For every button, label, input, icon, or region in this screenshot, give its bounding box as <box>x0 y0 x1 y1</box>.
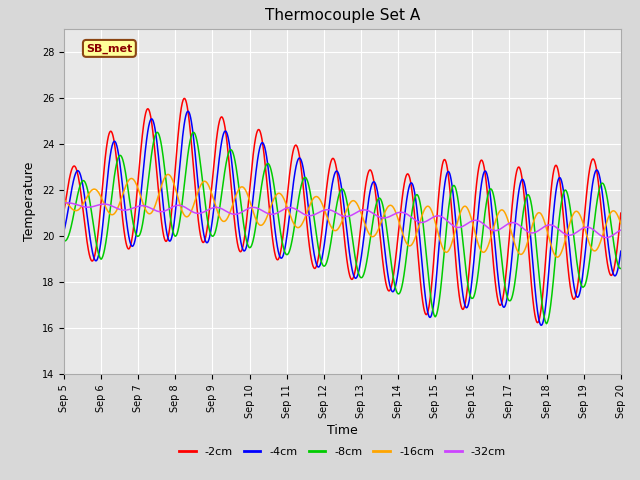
-8cm <box>154 130 161 135</box>
Legend: -2cm, -4cm, -8cm, -16cm, -32cm: -2cm, -4cm, -8cm, -16cm, -32cm <box>175 442 510 461</box>
-4cm <box>274 246 282 252</box>
-16cm <box>124 180 131 185</box>
-4cm <box>538 323 545 328</box>
-16cm <box>554 254 561 260</box>
-8cm <box>274 209 282 215</box>
-32cm <box>157 209 164 215</box>
-8cm <box>606 215 614 221</box>
Title: Thermocouple Set A: Thermocouple Set A <box>265 9 420 24</box>
-2cm <box>157 210 164 216</box>
-32cm <box>60 200 68 206</box>
-8cm <box>124 182 131 188</box>
-16cm <box>606 211 614 216</box>
Line: -2cm: -2cm <box>64 98 621 323</box>
-2cm <box>180 96 188 101</box>
-16cm <box>60 197 68 203</box>
Line: -4cm: -4cm <box>64 111 621 325</box>
-4cm <box>60 228 68 234</box>
-16cm <box>617 221 625 227</box>
-2cm <box>606 272 614 277</box>
-32cm <box>617 227 625 233</box>
-4cm <box>606 257 614 263</box>
Line: -8cm: -8cm <box>64 132 621 324</box>
-32cm <box>63 200 70 206</box>
-4cm <box>124 226 131 231</box>
X-axis label: Time: Time <box>327 423 358 436</box>
-4cm <box>547 250 554 255</box>
-32cm <box>606 234 614 240</box>
-16cm <box>164 171 172 177</box>
Y-axis label: Temperature: Temperature <box>23 162 36 241</box>
-8cm <box>298 180 306 186</box>
-32cm <box>298 210 306 216</box>
-8cm <box>543 321 550 326</box>
-8cm <box>617 265 625 271</box>
Text: SB_met: SB_met <box>86 43 132 54</box>
-32cm <box>546 222 554 228</box>
-16cm <box>274 191 282 196</box>
-16cm <box>546 239 554 245</box>
-4cm <box>184 108 192 114</box>
Line: -16cm: -16cm <box>64 174 621 257</box>
-2cm <box>124 245 131 251</box>
-8cm <box>60 238 68 244</box>
-4cm <box>617 248 625 254</box>
-8cm <box>157 138 164 144</box>
-32cm <box>603 235 611 240</box>
-8cm <box>547 305 554 311</box>
-2cm <box>298 171 306 177</box>
-32cm <box>274 210 282 216</box>
-2cm <box>534 320 541 325</box>
-2cm <box>547 196 554 202</box>
-16cm <box>298 221 306 227</box>
-16cm <box>157 186 164 192</box>
-2cm <box>274 257 282 263</box>
-2cm <box>60 208 68 214</box>
-32cm <box>124 207 132 213</box>
-2cm <box>617 210 625 216</box>
-4cm <box>298 159 306 165</box>
Line: -32cm: -32cm <box>64 203 621 238</box>
-4cm <box>157 175 164 180</box>
